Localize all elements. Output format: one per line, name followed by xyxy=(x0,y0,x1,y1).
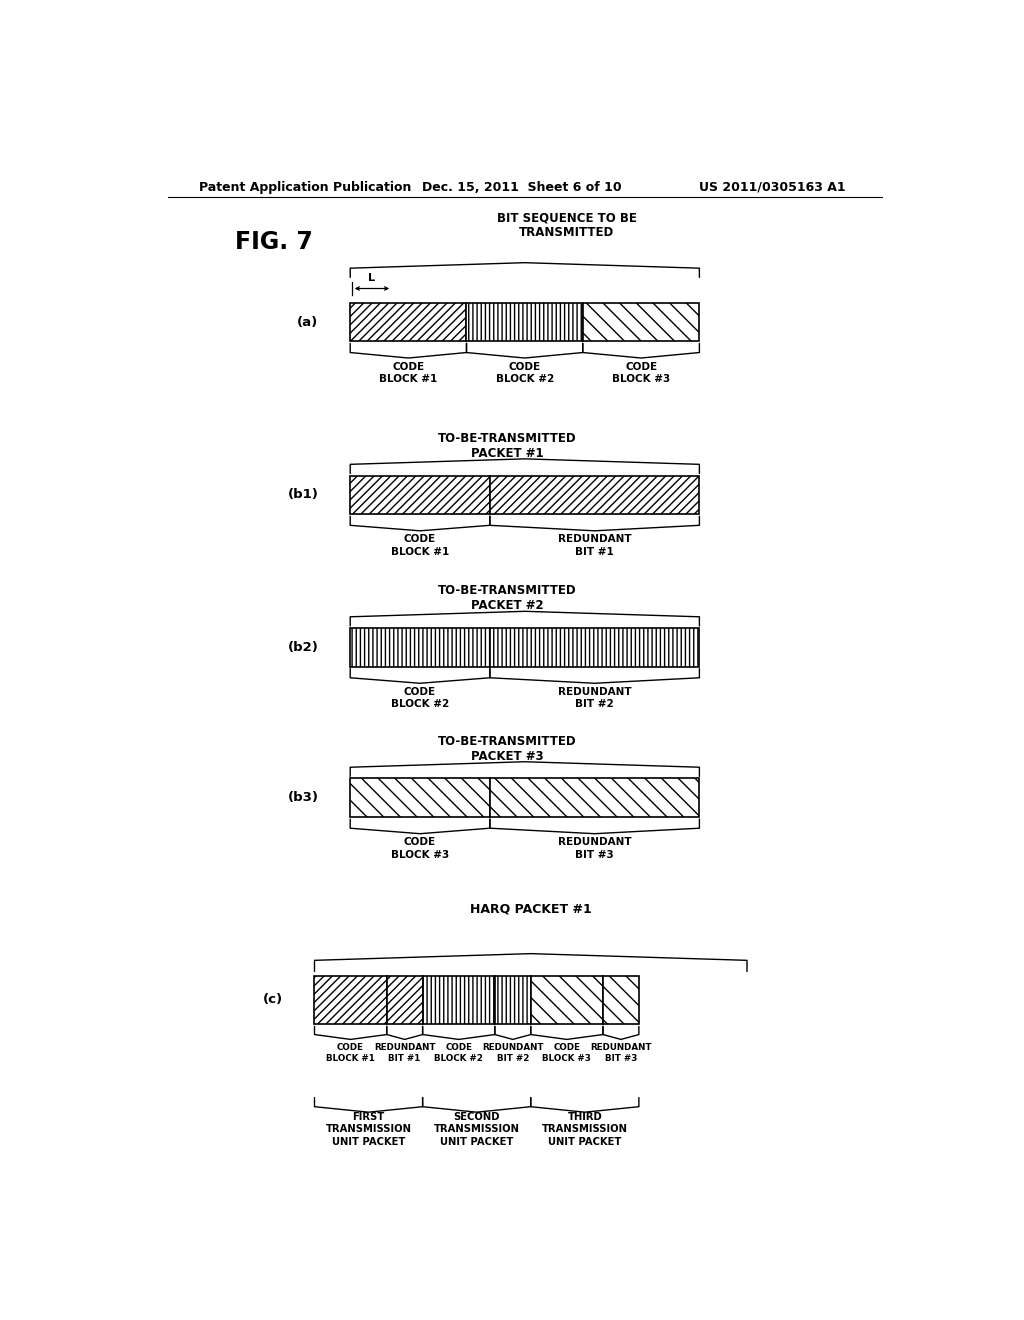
Bar xyxy=(350,779,489,817)
Text: REDUNDANT
BIT #1: REDUNDANT BIT #1 xyxy=(558,535,632,557)
Text: CODE
BLOCK #1: CODE BLOCK #1 xyxy=(379,362,437,384)
Text: BIT SEQUENCE TO BE
TRANSMITTED: BIT SEQUENCE TO BE TRANSMITTED xyxy=(497,211,637,239)
Bar xyxy=(495,975,530,1024)
Bar xyxy=(530,975,603,1024)
Bar xyxy=(350,628,489,667)
Text: US 2011/0305163 A1: US 2011/0305163 A1 xyxy=(699,181,846,194)
Text: Dec. 15, 2011  Sheet 6 of 10: Dec. 15, 2011 Sheet 6 of 10 xyxy=(422,181,622,194)
Text: TO-BE-TRANSMITTED
PACKET #1: TO-BE-TRANSMITTED PACKET #1 xyxy=(438,432,577,459)
Bar xyxy=(350,475,489,515)
Text: (b2): (b2) xyxy=(288,640,318,653)
Text: CODE
BLOCK #2: CODE BLOCK #2 xyxy=(496,362,554,384)
Text: FIG. 7: FIG. 7 xyxy=(236,230,313,253)
Text: CODE
BLOCK #1: CODE BLOCK #1 xyxy=(327,1043,375,1063)
Bar xyxy=(467,302,583,342)
Text: REDUNDANT
BIT #3: REDUNDANT BIT #3 xyxy=(590,1043,651,1063)
Bar xyxy=(350,302,467,342)
Text: REDUNDANT
BIT #2: REDUNDANT BIT #2 xyxy=(482,1043,544,1063)
Text: HARQ PACKET #1: HARQ PACKET #1 xyxy=(470,903,592,915)
Text: L: L xyxy=(369,273,376,284)
Text: CODE
BLOCK #1: CODE BLOCK #1 xyxy=(391,535,450,557)
Text: (c): (c) xyxy=(262,994,283,1006)
Text: REDUNDANT
BIT #1: REDUNDANT BIT #1 xyxy=(374,1043,435,1063)
Text: (a): (a) xyxy=(297,315,318,329)
Text: THIRD
TRANSMISSION
UNIT PACKET: THIRD TRANSMISSION UNIT PACKET xyxy=(542,1111,628,1147)
Bar xyxy=(387,975,423,1024)
Text: FIRST
TRANSMISSION
UNIT PACKET: FIRST TRANSMISSION UNIT PACKET xyxy=(326,1111,412,1147)
Text: REDUNDANT
BIT #3: REDUNDANT BIT #3 xyxy=(558,837,632,859)
Bar xyxy=(314,975,387,1024)
Bar xyxy=(489,779,699,817)
Text: (b3): (b3) xyxy=(288,791,318,804)
Text: CODE
BLOCK #3: CODE BLOCK #3 xyxy=(543,1043,591,1063)
Text: Patent Application Publication: Patent Application Publication xyxy=(200,181,412,194)
Text: (b1): (b1) xyxy=(288,488,318,502)
Text: CODE
BLOCK #2: CODE BLOCK #2 xyxy=(391,686,450,709)
Text: SECOND
TRANSMISSION
UNIT PACKET: SECOND TRANSMISSION UNIT PACKET xyxy=(434,1111,520,1147)
Text: TO-BE-TRANSMITTED
PACKET #3: TO-BE-TRANSMITTED PACKET #3 xyxy=(438,735,577,763)
Bar xyxy=(423,975,495,1024)
Bar xyxy=(489,475,699,515)
Text: CODE
BLOCK #2: CODE BLOCK #2 xyxy=(434,1043,483,1063)
Bar xyxy=(489,628,699,667)
Text: CODE
BLOCK #3: CODE BLOCK #3 xyxy=(612,362,670,384)
Bar xyxy=(583,302,699,342)
Text: TO-BE-TRANSMITTED
PACKET #2: TO-BE-TRANSMITTED PACKET #2 xyxy=(438,585,577,612)
Text: REDUNDANT
BIT #2: REDUNDANT BIT #2 xyxy=(558,686,632,709)
Bar xyxy=(603,975,639,1024)
Text: CODE
BLOCK #3: CODE BLOCK #3 xyxy=(391,837,450,859)
